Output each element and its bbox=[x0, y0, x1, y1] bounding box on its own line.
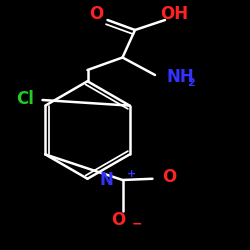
Text: O: O bbox=[162, 168, 177, 186]
Text: NH: NH bbox=[166, 68, 194, 86]
Text: O: O bbox=[112, 211, 126, 229]
Text: −: − bbox=[131, 217, 142, 230]
Text: OH: OH bbox=[160, 5, 188, 23]
Text: N: N bbox=[100, 171, 114, 189]
Text: +: + bbox=[127, 169, 136, 179]
Text: O: O bbox=[89, 5, 104, 23]
Text: 2: 2 bbox=[188, 78, 195, 88]
Text: Cl: Cl bbox=[16, 90, 34, 108]
